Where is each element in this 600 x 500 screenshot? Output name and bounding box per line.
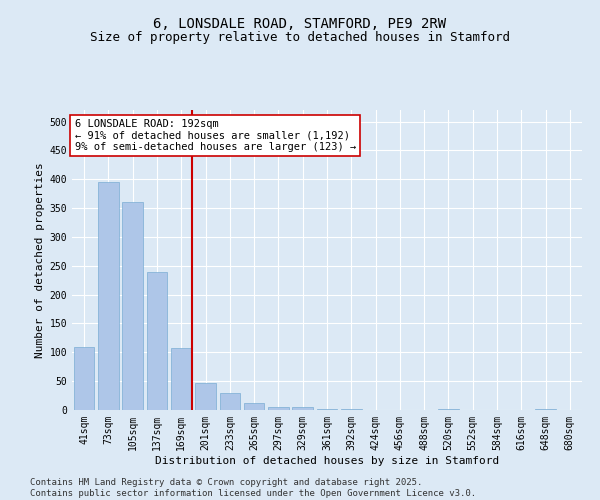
Bar — [74, 346, 94, 410]
X-axis label: Distribution of detached houses by size in Stamford: Distribution of detached houses by size … — [155, 456, 499, 466]
Text: 6 LONSDALE ROAD: 192sqm
← 91% of detached houses are smaller (1,192)
9% of semi-: 6 LONSDALE ROAD: 192sqm ← 91% of detache… — [74, 119, 356, 152]
Bar — [220, 392, 240, 410]
Bar — [268, 407, 289, 410]
Text: Contains HM Land Registry data © Crown copyright and database right 2025.
Contai: Contains HM Land Registry data © Crown c… — [30, 478, 476, 498]
Y-axis label: Number of detached properties: Number of detached properties — [35, 162, 46, 358]
Bar — [292, 407, 313, 410]
Bar — [146, 272, 167, 410]
Text: 6, LONSDALE ROAD, STAMFORD, PE9 2RW: 6, LONSDALE ROAD, STAMFORD, PE9 2RW — [154, 18, 446, 32]
Bar — [244, 402, 265, 410]
Bar — [122, 202, 143, 410]
Bar — [98, 182, 119, 410]
Bar — [195, 383, 216, 410]
Text: Size of property relative to detached houses in Stamford: Size of property relative to detached ho… — [90, 31, 510, 44]
Bar — [171, 348, 191, 410]
